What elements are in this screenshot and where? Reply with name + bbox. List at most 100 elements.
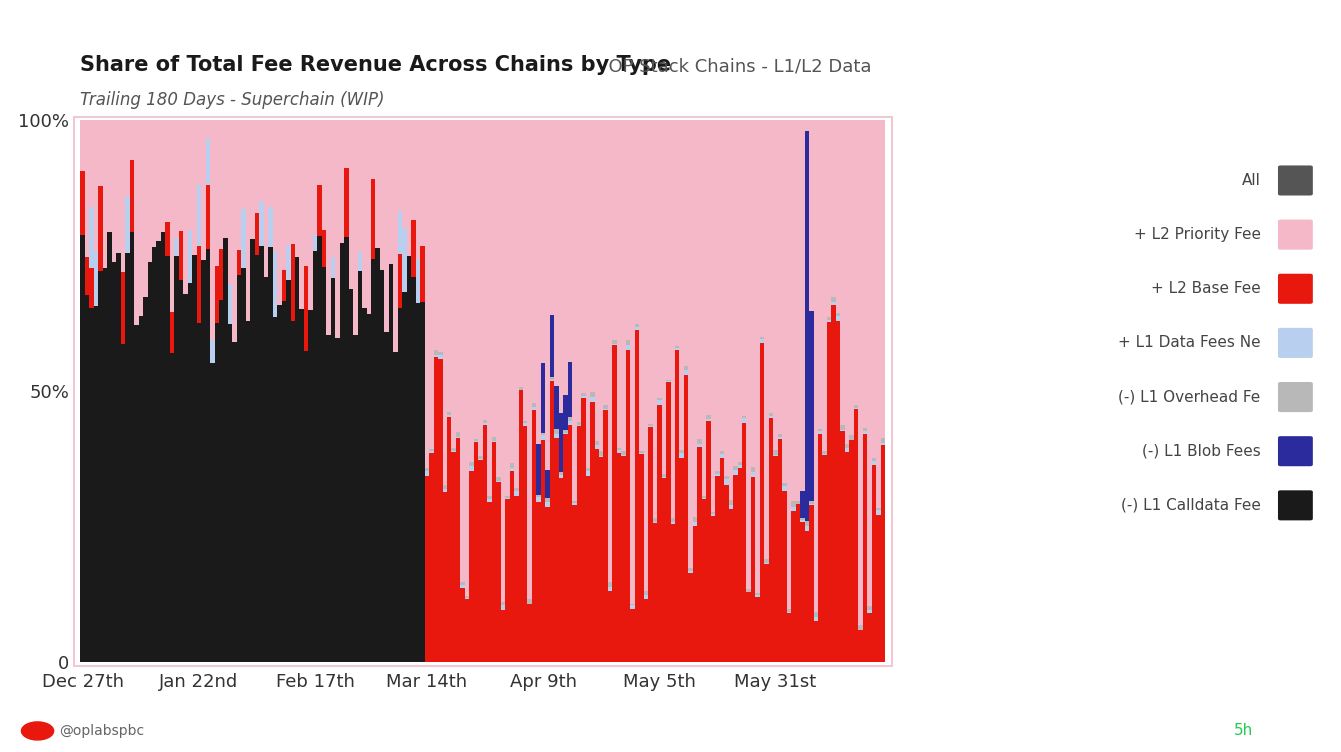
Bar — [550, 381, 554, 662]
Bar — [134, 120, 138, 662]
Bar — [345, 238, 349, 662]
Bar — [184, 294, 188, 662]
Bar — [358, 271, 362, 662]
Bar — [809, 505, 814, 662]
Bar — [684, 374, 688, 662]
Bar — [532, 402, 536, 408]
Bar — [626, 120, 630, 662]
Bar — [862, 429, 868, 431]
Bar — [778, 434, 782, 437]
Text: (-) L1 Overhead Fe: (-) L1 Overhead Fe — [1118, 390, 1261, 405]
Bar — [433, 357, 439, 662]
Bar — [841, 431, 845, 662]
Bar — [375, 120, 380, 662]
Bar — [841, 120, 845, 662]
Bar — [607, 583, 613, 587]
Bar — [259, 201, 264, 247]
Bar — [483, 423, 487, 425]
Bar — [603, 409, 607, 410]
Bar — [420, 302, 425, 662]
Bar — [872, 458, 876, 460]
Bar — [506, 498, 510, 499]
Bar — [255, 120, 259, 662]
Bar — [473, 439, 479, 441]
Bar — [393, 120, 398, 662]
Bar — [724, 480, 728, 484]
Bar — [94, 120, 98, 662]
Bar — [831, 302, 835, 305]
Bar — [165, 223, 170, 256]
Bar — [523, 120, 527, 662]
Bar — [443, 484, 447, 489]
Bar — [684, 366, 688, 370]
Bar — [831, 120, 835, 662]
Bar — [148, 262, 152, 662]
Bar — [590, 120, 594, 662]
Bar — [514, 491, 519, 496]
Bar — [272, 250, 278, 317]
Bar — [107, 232, 111, 662]
Bar — [657, 405, 661, 662]
Bar — [107, 120, 111, 662]
Bar — [245, 321, 251, 662]
Bar — [523, 420, 527, 423]
Bar — [573, 502, 577, 505]
Bar — [299, 309, 304, 662]
Bar — [345, 168, 349, 238]
Bar — [251, 120, 255, 662]
Bar — [764, 563, 768, 564]
Bar — [768, 418, 774, 662]
Bar — [439, 359, 443, 662]
Bar — [670, 522, 675, 524]
Bar — [801, 518, 805, 520]
Bar — [111, 262, 117, 662]
Bar — [755, 597, 760, 662]
Bar — [720, 454, 724, 458]
Bar — [666, 380, 670, 381]
Bar — [666, 382, 670, 662]
Bar — [514, 488, 519, 491]
Bar — [211, 363, 215, 662]
Bar — [349, 289, 353, 662]
Bar — [473, 120, 479, 662]
Bar — [747, 120, 751, 662]
Bar — [117, 253, 121, 662]
Text: 5h: 5h — [1234, 723, 1252, 738]
Bar — [862, 120, 868, 662]
Bar — [559, 472, 563, 475]
Bar — [322, 230, 326, 267]
Bar — [563, 396, 567, 430]
Bar — [845, 444, 849, 448]
Text: Trailing 180 Days - Superchain (WIP): Trailing 180 Days - Superchain (WIP) — [80, 91, 385, 109]
Bar — [335, 338, 339, 662]
Bar — [219, 300, 224, 662]
Bar — [559, 413, 563, 472]
Bar — [358, 252, 362, 271]
Bar — [764, 559, 768, 563]
Bar — [554, 438, 559, 662]
Text: + L1 Data Fees Ne: + L1 Data Fees Ne — [1118, 335, 1261, 350]
Bar — [594, 441, 599, 444]
Bar — [755, 120, 760, 662]
Bar — [675, 346, 680, 348]
Bar — [138, 120, 143, 662]
Bar — [536, 495, 540, 497]
Bar — [84, 120, 90, 662]
Bar — [429, 120, 433, 662]
Bar — [711, 512, 715, 514]
Bar — [778, 120, 782, 662]
Bar — [425, 476, 429, 662]
Bar — [393, 353, 398, 662]
Bar — [527, 120, 532, 662]
Bar — [161, 120, 165, 662]
Bar — [312, 251, 318, 662]
Bar — [138, 316, 143, 662]
Bar — [339, 120, 345, 662]
Bar — [282, 120, 286, 662]
Bar — [868, 120, 872, 662]
Bar — [734, 120, 738, 662]
Text: (-) L1 Blob Fees: (-) L1 Blob Fees — [1141, 444, 1261, 459]
Bar — [594, 444, 599, 449]
Bar — [130, 232, 134, 662]
Bar — [626, 340, 630, 345]
